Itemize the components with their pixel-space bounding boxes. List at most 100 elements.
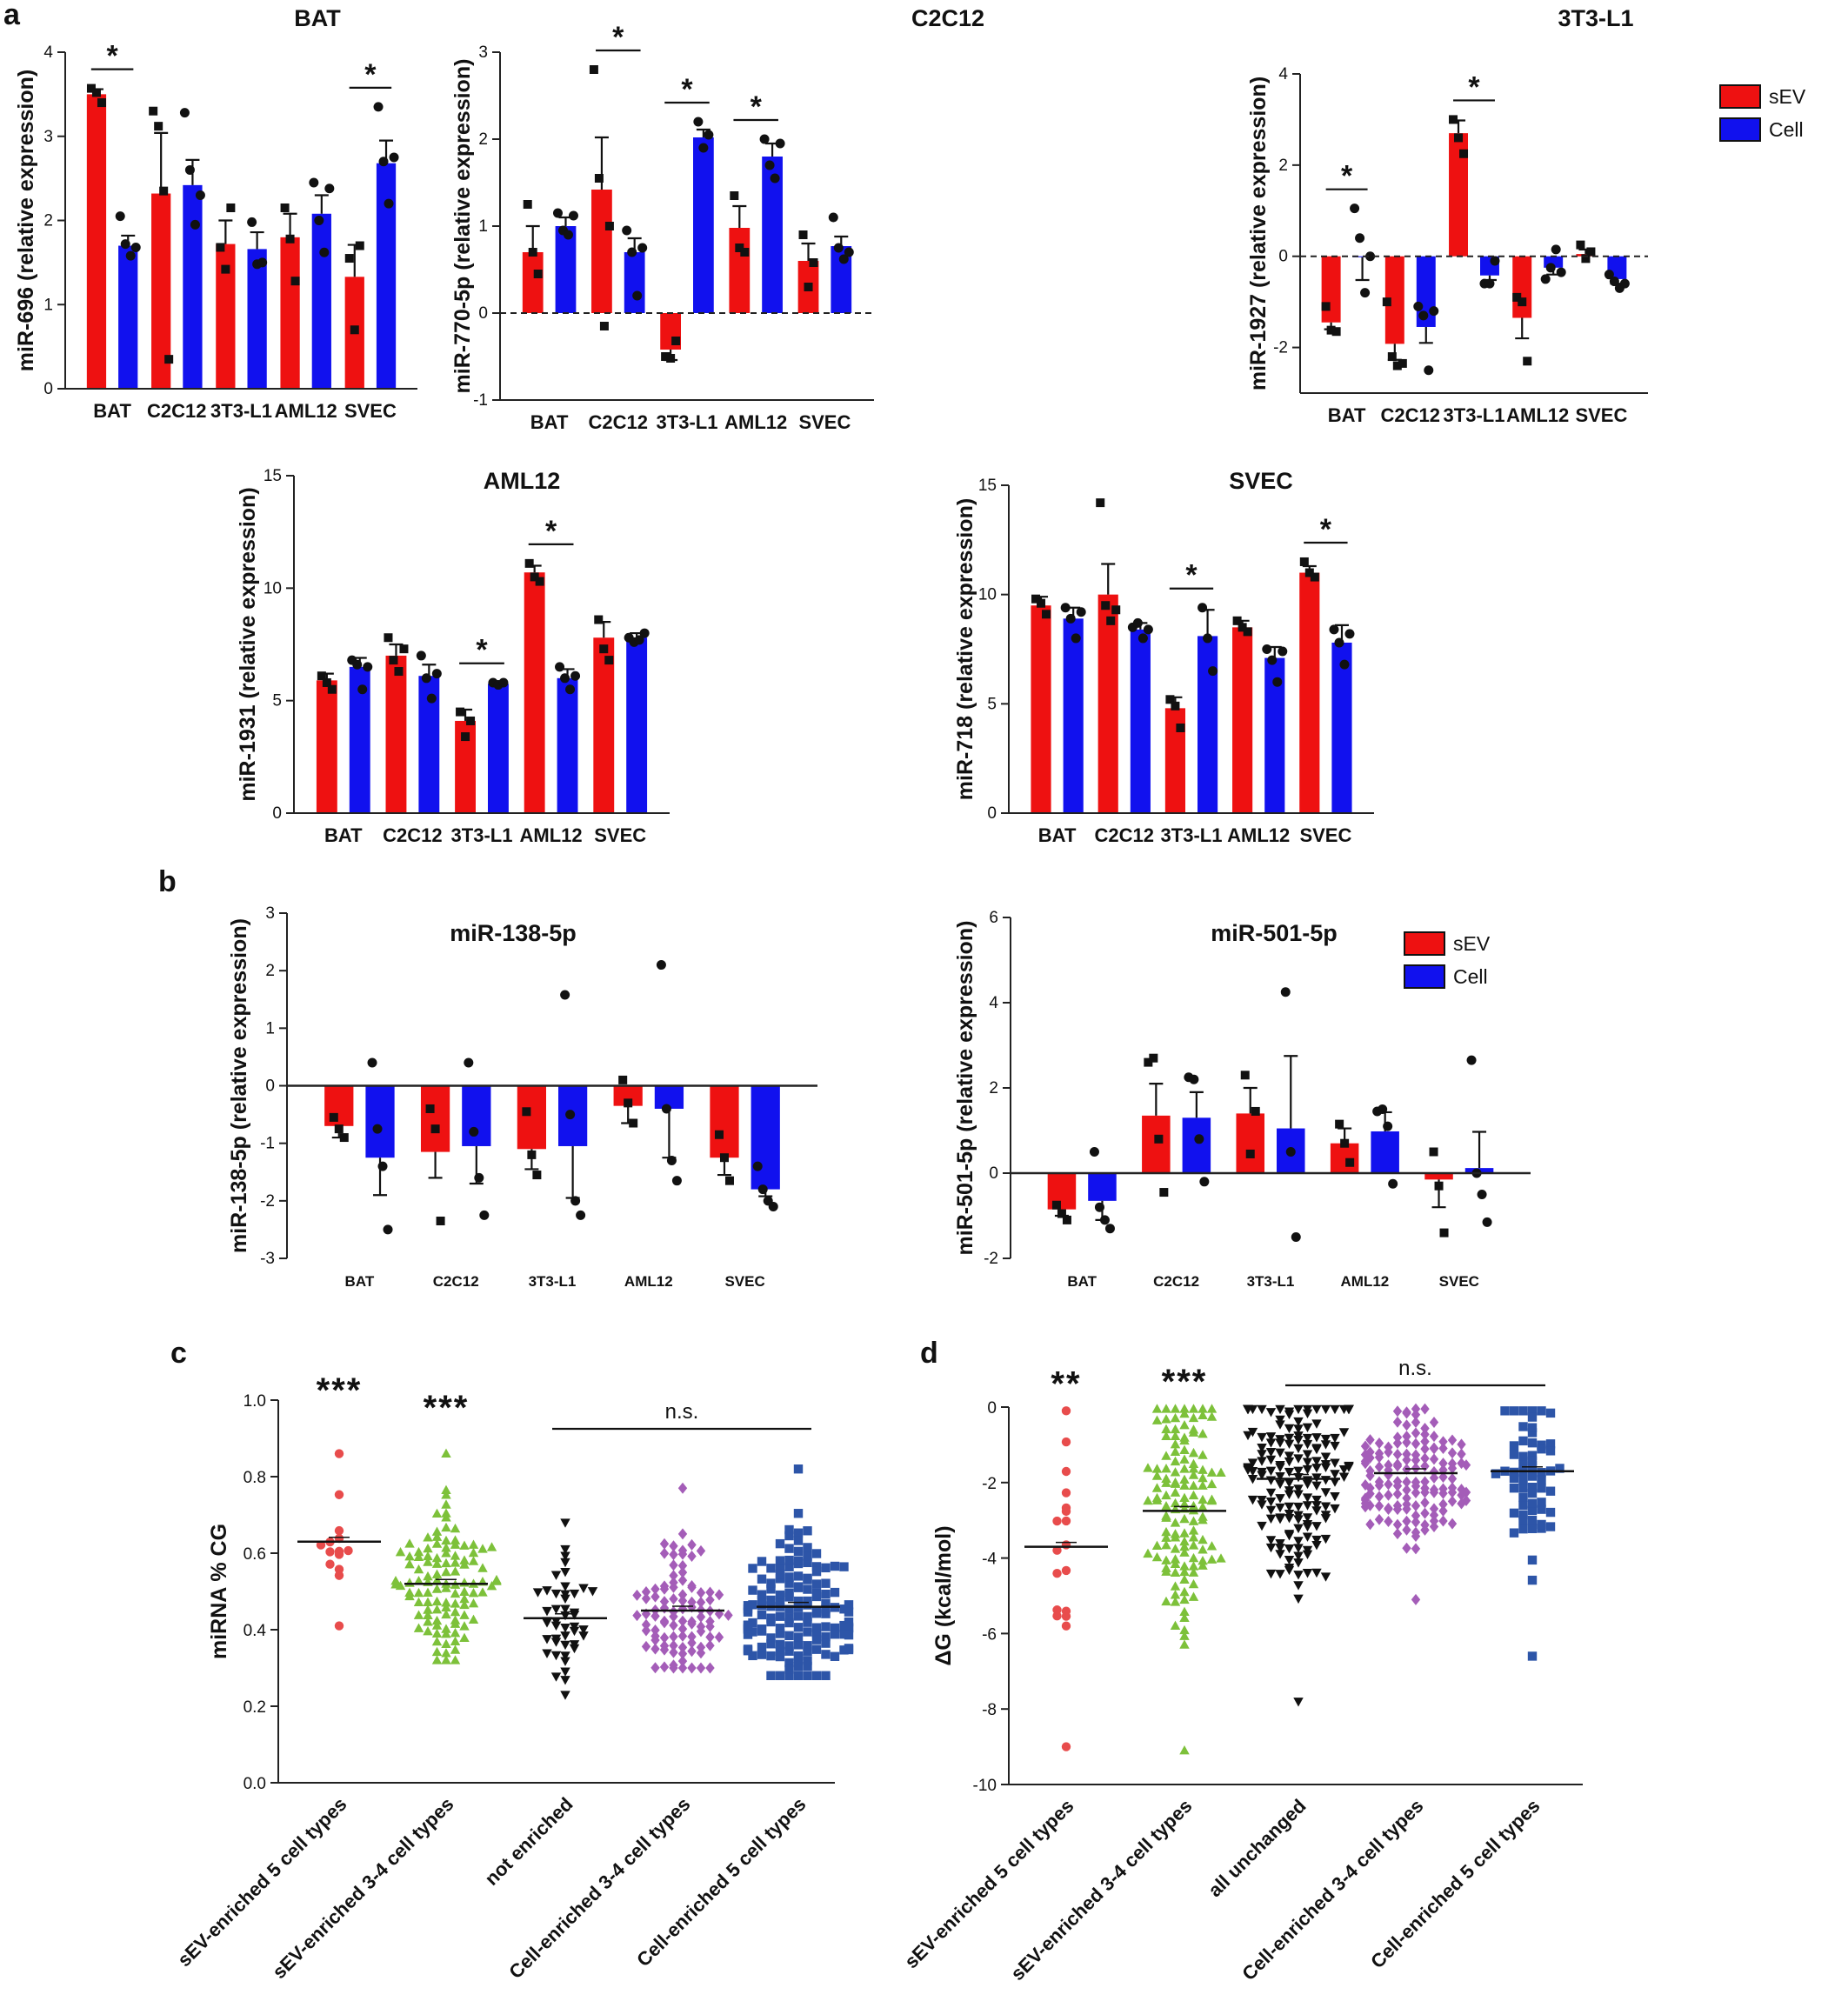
scatter-point [659,1580,670,1592]
bar-sev-svec [1299,572,1320,813]
bar-sev-c2c12 [151,193,171,389]
scatter-point [1188,1540,1199,1550]
scatter-point [1330,1504,1340,1514]
data-point [1132,617,1143,628]
scatter-point [334,1490,344,1499]
data-point [164,355,174,364]
y-tick-label: 2 [265,962,275,980]
scatter-point [1161,1414,1171,1424]
scatter-point [1518,1515,1528,1525]
x-category-label: 3T3-L1 [529,1273,577,1290]
scatter-point [784,1572,794,1582]
data-point [1094,1202,1104,1212]
data-point [533,270,543,278]
data-point [1378,1104,1388,1114]
scatter-point [1461,1459,1471,1471]
data-point [378,157,389,167]
x-category-label: C2C12 [383,824,442,846]
data-point [798,230,808,239]
x-category-label: BAT [530,411,569,433]
scatter-point [1293,1581,1304,1591]
scatter-point [705,1639,715,1651]
scatter-point [1302,1439,1313,1450]
scatter-point [659,1661,670,1673]
scatter-point [811,1566,822,1577]
scatter-point [560,1676,570,1685]
bar-sev-c2c12 [1384,256,1404,344]
scatter-point [757,1557,767,1566]
scatter-point [1509,1473,1519,1484]
scatter-point [757,1590,767,1599]
significance-star: * [1468,70,1480,103]
scatter-point [413,1587,424,1598]
bar-cell-aml12 [762,157,783,313]
scatter-point [1537,1475,1546,1484]
scatter-point [1061,1516,1071,1526]
bar-chart-5: SVEC miR-718 (relative expression) 0 5 10 15 B… [953,468,1374,846]
scatter-point [784,1631,794,1641]
scatter-point [775,1590,785,1600]
y-tick-label: -2 [1273,339,1288,357]
scatter-point [459,1540,470,1550]
scatter-point [1500,1406,1510,1416]
scatter-point [811,1635,822,1644]
scatter-point [1518,1436,1528,1446]
scatter-point [1447,1482,1458,1494]
scatter-point [1302,1433,1313,1444]
scatter-point [650,1624,660,1636]
data-point [1060,603,1071,613]
scatter-point [793,1671,804,1680]
scatter-point [1052,1568,1062,1578]
scatter-point [1447,1495,1458,1507]
scatter-point [1179,1480,1190,1490]
scatter-point [1179,1444,1190,1455]
scatter-point [1198,1555,1208,1565]
scatter-point [450,1655,461,1664]
scatter-point [1170,1567,1181,1577]
scatter-point [1527,1651,1538,1661]
scatter-point [632,1589,642,1601]
scatter-point [1265,1448,1277,1458]
bar-sev-aml12 [1512,256,1532,318]
data-point [770,173,780,183]
data-point [1101,601,1111,610]
bar-sev-svec [710,1085,739,1158]
scatter-point [1170,1404,1181,1413]
scatter-point [1284,1509,1295,1519]
scatter-point [1293,1558,1304,1568]
scatter-point [1265,1536,1277,1545]
x-category-label: C2C12 [1381,404,1440,426]
data-point [594,615,604,624]
scatter-point [1338,1472,1350,1482]
data-point [637,243,648,253]
y-tick-label: 10 [978,586,997,604]
scatter-point [766,1651,776,1661]
bar-cell-3t3-l1 [1198,636,1218,813]
scatter-point [1293,1537,1304,1546]
chart-title: SVEC [1229,468,1293,494]
scatter-point [1330,1404,1340,1415]
scatter-point [1170,1518,1181,1527]
scatter-point [1161,1478,1171,1487]
x-category-label: SVEC [798,411,851,433]
scatter-point [1265,1466,1277,1476]
scatter-point [431,1508,443,1518]
x-category-label: SVEC [724,1273,764,1290]
data-point [314,216,324,225]
scatter-point [650,1583,660,1595]
data-point [498,677,509,688]
y-tick-label: 0 [265,1077,275,1096]
scatter-point [1457,1438,1466,1451]
scatter-point [486,1580,497,1591]
data-point [350,325,359,335]
y-axis-label: miR-696 (relative expression) [14,70,38,371]
scatter-point [1284,1451,1295,1461]
scatter-point [1438,1458,1448,1470]
scatter-point [1518,1492,1528,1502]
scatter-point [1198,1450,1208,1459]
data-point [1299,557,1309,566]
bar-sev-3t3-l1 [455,720,476,813]
scatter-point [578,1625,589,1635]
scatter-point [1170,1498,1181,1508]
scatter-point [1198,1410,1208,1420]
